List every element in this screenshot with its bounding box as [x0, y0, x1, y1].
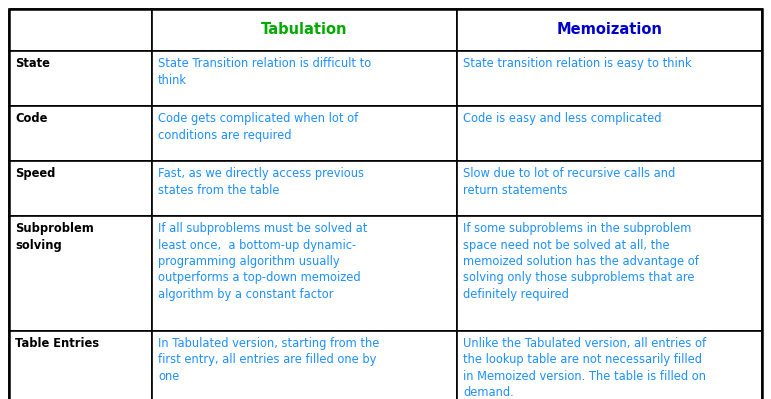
Bar	[9, 216, 152, 331]
Bar	[457, 331, 762, 399]
Text: Code: Code	[15, 112, 47, 125]
Bar	[152, 9, 457, 51]
Text: State Transition relation is difficult to
think: State Transition relation is difficult t…	[158, 57, 372, 87]
Bar	[457, 106, 762, 161]
Text: Code is easy and less complicated: Code is easy and less complicated	[463, 112, 662, 125]
Text: Speed: Speed	[15, 167, 56, 180]
Text: Tabulation: Tabulation	[261, 22, 348, 38]
Text: Table Entries: Table Entries	[15, 337, 99, 350]
Bar	[9, 51, 152, 106]
Bar	[457, 51, 762, 106]
Bar	[152, 51, 457, 106]
Text: Fast, as we directly access previous
states from the table: Fast, as we directly access previous sta…	[158, 167, 364, 196]
Text: Subproblem
solving: Subproblem solving	[15, 222, 94, 251]
Bar	[9, 106, 152, 161]
Text: If some subproblems in the subproblem
space need not be solved at all, the
memoi: If some subproblems in the subproblem sp…	[463, 222, 699, 301]
Text: Memoization: Memoization	[557, 22, 662, 38]
Bar	[152, 161, 457, 216]
Bar	[457, 161, 762, 216]
Bar	[457, 216, 762, 331]
Bar	[152, 216, 457, 331]
Text: State: State	[15, 57, 50, 70]
Bar	[457, 9, 762, 51]
Text: Unlike the Tabulated version, all entries of
the lookup table are not necessaril: Unlike the Tabulated version, all entrie…	[463, 337, 706, 399]
Text: Code gets complicated when lot of
conditions are required: Code gets complicated when lot of condit…	[158, 112, 359, 142]
Text: Slow due to lot of recursive calls and
return statements: Slow due to lot of recursive calls and r…	[463, 167, 675, 196]
Text: In Tabulated version, starting from the
first entry, all entries are filled one : In Tabulated version, starting from the …	[158, 337, 379, 383]
Text: State transition relation is easy to think: State transition relation is easy to thi…	[463, 57, 692, 70]
Bar	[152, 331, 457, 399]
Bar	[9, 331, 152, 399]
Bar	[9, 161, 152, 216]
Bar	[152, 106, 457, 161]
Text: If all subproblems must be solved at
least once,  a bottom-up dynamic-
programmi: If all subproblems must be solved at lea…	[158, 222, 367, 301]
Bar	[9, 9, 152, 51]
